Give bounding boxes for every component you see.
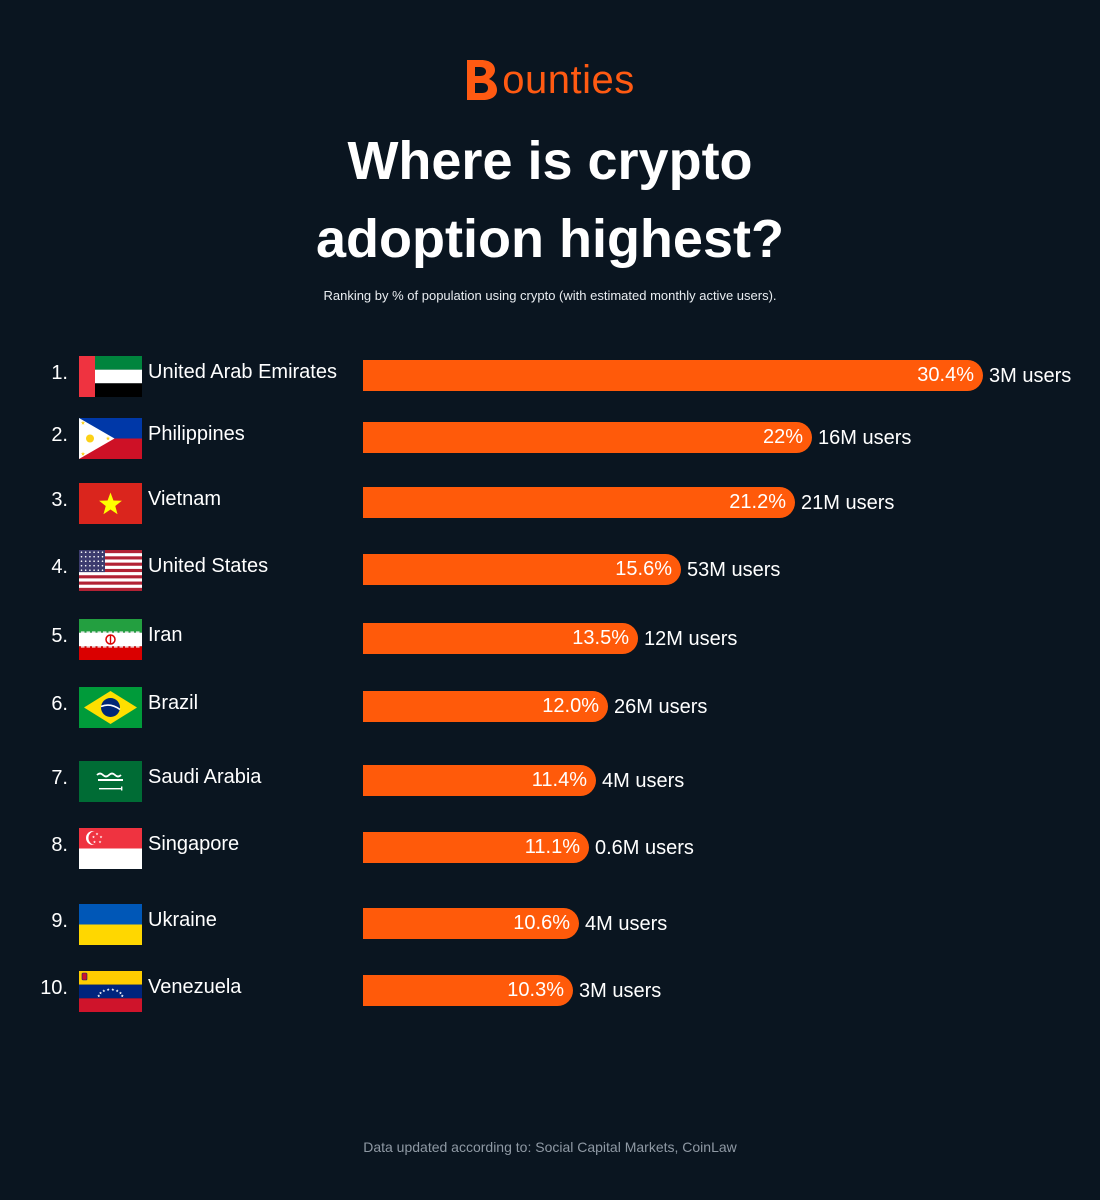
saudi-arabia-flag-icon	[79, 761, 142, 802]
bar-value-label: 11.1%	[524, 836, 580, 858]
country-label: Iran	[148, 624, 183, 646]
bar: 21.2%	[363, 487, 795, 518]
bounties-logo-b-icon	[467, 60, 498, 100]
users-label: 4M users	[585, 913, 668, 935]
users-label: 3M users	[989, 365, 1072, 387]
users-label: 0.6M users	[595, 837, 694, 859]
country-label: Venezuela	[148, 976, 242, 998]
country-label: United States	[148, 555, 269, 577]
title-line-2: adoption highest?	[316, 209, 784, 269]
source-footer: Data updated according to: Social Capita…	[363, 1139, 737, 1155]
country-label: Ukraine	[148, 909, 217, 931]
ukraine-flag-icon	[79, 904, 142, 945]
bar-value-label: 22%	[762, 426, 803, 448]
iran-flag-icon	[79, 619, 142, 660]
country-label: Brazil	[148, 692, 199, 714]
users-label: 12M users	[644, 628, 738, 650]
users-label: 4M users	[602, 770, 685, 792]
singapore-flag-icon	[79, 828, 142, 869]
rank-number: 7.	[51, 767, 68, 789]
page-title: Where is crypto adoption highest?	[0, 122, 1100, 278]
usa-flag-icon	[79, 550, 142, 591]
rank-number: 8.	[51, 834, 68, 856]
rank-number: 3.	[51, 489, 68, 511]
rank-number: 5.	[51, 625, 68, 647]
bar-value-label: 10.6%	[513, 912, 570, 934]
bar-value-label: 30.4%	[917, 364, 974, 386]
bar-value-label: 13.5%	[572, 627, 629, 649]
rank-number: 2.	[51, 424, 68, 446]
page-subtitle: Ranking by % of population using crypto …	[323, 288, 777, 303]
country-label: United Arab Emirates	[148, 361, 337, 383]
bar: 30.4%	[363, 360, 983, 391]
bar-value-label: 12.0%	[542, 695, 599, 717]
bar: 13.5%	[363, 623, 638, 654]
users-label: 26M users	[614, 696, 708, 718]
country-label: Philippines	[148, 423, 245, 445]
vietnam-flag-icon	[79, 483, 142, 524]
title-line-1: Where is crypto	[347, 131, 753, 191]
bar-value-label: 11.4%	[531, 769, 587, 791]
bar: 10.3%	[363, 975, 573, 1006]
bar-value-label: 21.2%	[729, 491, 786, 513]
rank-number: 6.	[51, 693, 68, 715]
uae-flag-icon	[79, 356, 142, 397]
country-label: Saudi Arabia	[148, 766, 262, 788]
users-label: 53M users	[687, 559, 781, 581]
bar: 11.4%	[363, 765, 596, 796]
rank-number: 4.	[51, 556, 68, 578]
logo-wordmark: ounties	[502, 58, 635, 102]
brazil-flag-icon	[79, 687, 142, 728]
bar: 12.0%	[363, 691, 608, 722]
bar-value-label: 10.3%	[507, 979, 564, 1001]
bar-value-label: 15.6%	[615, 558, 672, 580]
country-label: Singapore	[148, 833, 240, 855]
bar: 11.1%	[363, 832, 589, 863]
users-label: 3M users	[579, 980, 662, 1002]
rank-number: 1.	[51, 362, 68, 384]
bounties-logo: ounties	[0, 58, 1100, 102]
users-label: 16M users	[818, 427, 912, 449]
rank-number: 9.	[51, 910, 68, 932]
country-label: Vietnam	[148, 488, 222, 510]
bar: 10.6%	[363, 908, 579, 939]
users-label: 21M users	[801, 492, 895, 514]
bar: 22%	[363, 422, 812, 453]
rank-number: 10.	[40, 977, 68, 999]
philippines-flag-icon	[79, 418, 142, 459]
bar: 15.6%	[363, 554, 681, 585]
venezuela-flag-icon	[79, 971, 142, 1012]
